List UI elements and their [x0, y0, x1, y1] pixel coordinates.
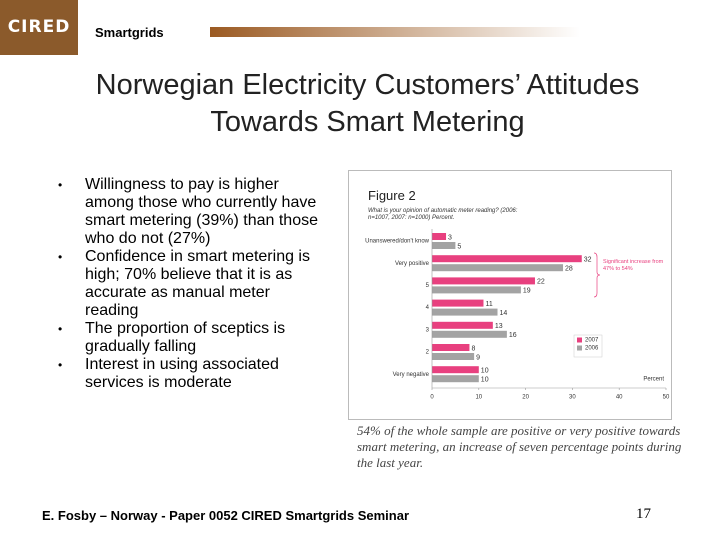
bullet: Confidence in smart metering is high; 70…: [58, 248, 326, 320]
x-tick-label: 50: [663, 395, 670, 401]
bar: [432, 353, 475, 360]
data-label: 10: [481, 368, 489, 375]
data-label: 10: [481, 377, 489, 384]
annotation: Significant increase from 47% to 54%: [603, 259, 664, 272]
data-label: 19: [523, 288, 531, 295]
category-label: 5: [426, 283, 430, 289]
data-label: 22: [537, 279, 545, 286]
bar: [432, 308, 498, 316]
legend-label: 2006: [585, 346, 599, 352]
data-label: 9: [476, 354, 480, 361]
bullet-list: Willingness to pay is higher among those…: [58, 176, 326, 392]
legend-label: 2007: [585, 338, 599, 344]
category-label: 2: [426, 350, 430, 356]
x-tick-label: 20: [522, 395, 529, 401]
x-axis-label: Percent: [643, 377, 664, 383]
bar: [432, 375, 479, 383]
bar: [432, 344, 470, 351]
data-label: 16: [509, 332, 517, 339]
legend-frame: [573, 334, 603, 358]
footer: E. Fosby – Norway - Paper 0052 CIRED Sma…: [42, 508, 410, 523]
bar: [432, 330, 507, 338]
bar: [432, 277, 535, 285]
data-label: 14: [500, 310, 508, 317]
annotation-box: Significant increase from 47% to 54%: [603, 259, 664, 272]
data-label: 28: [565, 266, 573, 273]
annotation-bracket: [593, 252, 601, 298]
data-label: 13: [495, 323, 503, 330]
bullet: The proportion of sceptics is gradually …: [58, 320, 326, 356]
category-label: 3: [426, 327, 430, 333]
page-number: 17: [636, 506, 651, 522]
bar: [432, 255, 582, 263]
logo: CIRED: [0, 0, 78, 55]
data-label: 8: [471, 345, 475, 352]
bar: [432, 366, 479, 374]
category-label: Very positive: [395, 261, 430, 267]
category-label: Unanswered/don't know: [365, 239, 430, 245]
bar: [432, 264, 564, 272]
x-tick-label: 30: [569, 395, 576, 401]
figure-frame: [348, 170, 672, 420]
data-label: 11: [485, 301, 492, 308]
bullet: Willingness to pay is higher among those…: [58, 176, 326, 248]
bar: [432, 299, 484, 307]
legend-swatch: [577, 337, 582, 343]
header-bar: [210, 27, 580, 37]
x-tick-label: 40: [616, 395, 623, 401]
x-tick-label: 10: [475, 395, 482, 401]
chart-title: Figure 2: [368, 188, 416, 203]
bar: [432, 286, 521, 294]
x-tick-label: 0: [430, 395, 434, 401]
category-label: 4: [426, 305, 430, 311]
data-label: 32: [584, 257, 592, 264]
bar: [432, 321, 493, 329]
figure-caption: 54% of the whole sample are positive or …: [357, 423, 682, 470]
category-label: Very negative: [393, 372, 430, 378]
bullet: Interest in using associated services is…: [58, 356, 326, 392]
slide-title: Norwegian Electricity Customers’ Attitud…: [95, 69, 640, 138]
data-label: 3: [448, 234, 452, 241]
bar: [432, 233, 447, 240]
legend-swatch: [577, 345, 582, 351]
bar: [432, 242, 456, 249]
section-label: Smartgrids: [95, 25, 164, 40]
data-label: 5: [457, 243, 461, 250]
chart-subtitle: What is your opinion of automatic meter …: [368, 208, 518, 221]
